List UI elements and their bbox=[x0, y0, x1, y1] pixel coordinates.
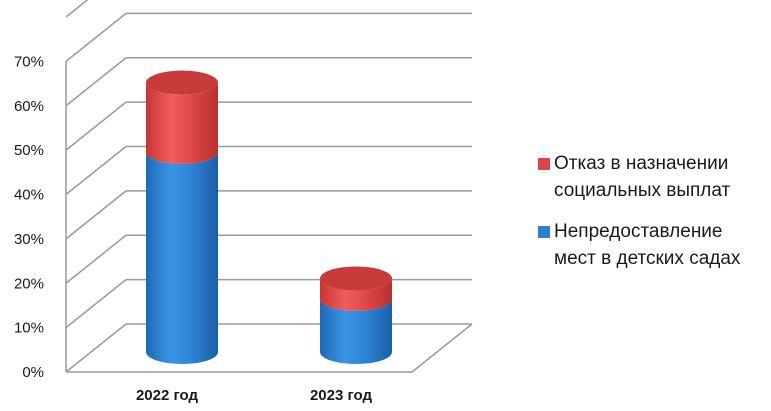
gridline-diagonal bbox=[65, 0, 89, 18]
bar-segment bbox=[146, 151, 218, 364]
legend: Отказ в назначении социальных выплат Непре… bbox=[538, 150, 768, 286]
bar-segment bbox=[320, 278, 392, 311]
legend-label-line: социальных выплат bbox=[554, 180, 731, 201]
gridline-diagonal bbox=[65, 190, 127, 240]
legend-item: Непредоставление мест в детских садах bbox=[538, 218, 768, 272]
gridline-diagonal bbox=[65, 234, 127, 284]
legend-swatch bbox=[538, 158, 550, 170]
legend-item: Отказ в назначении социальных выплат bbox=[538, 150, 768, 204]
y-tick-label: 60% bbox=[14, 98, 44, 115]
bar-top-cap bbox=[146, 70, 218, 95]
x-tick-label: 2023 год bbox=[310, 387, 373, 404]
y-tick-label: 40% bbox=[14, 187, 44, 204]
gridline-diagonal bbox=[65, 57, 127, 107]
gridline-diagonal bbox=[65, 279, 127, 329]
gridline-diagonal bbox=[65, 145, 127, 196]
gridline-diagonal bbox=[65, 12, 127, 62]
y-tick-label: 10% bbox=[14, 320, 44, 337]
y-tick-label: 30% bbox=[14, 231, 44, 248]
legend-swatch bbox=[538, 226, 550, 238]
gridline-diagonal bbox=[65, 323, 127, 373]
legend-label-line: мест в детских садах bbox=[554, 248, 741, 269]
y-tick-label: 50% bbox=[14, 142, 44, 159]
gridline-diagonal bbox=[65, 101, 127, 151]
bar-segment bbox=[146, 82, 218, 164]
y-tick-label: 70% bbox=[14, 53, 44, 70]
y-tick-label: 0% bbox=[22, 364, 44, 381]
bar-top-cap bbox=[320, 266, 392, 291]
floor-right-edge bbox=[411, 323, 473, 373]
legend-label-line: Непредоставление bbox=[554, 221, 723, 242]
x-tick-label: 2022 год bbox=[136, 387, 199, 404]
bar-segment bbox=[320, 298, 392, 364]
y-tick-label: 20% bbox=[14, 275, 44, 292]
legend-label-line: Отказ в назначении bbox=[554, 153, 729, 174]
